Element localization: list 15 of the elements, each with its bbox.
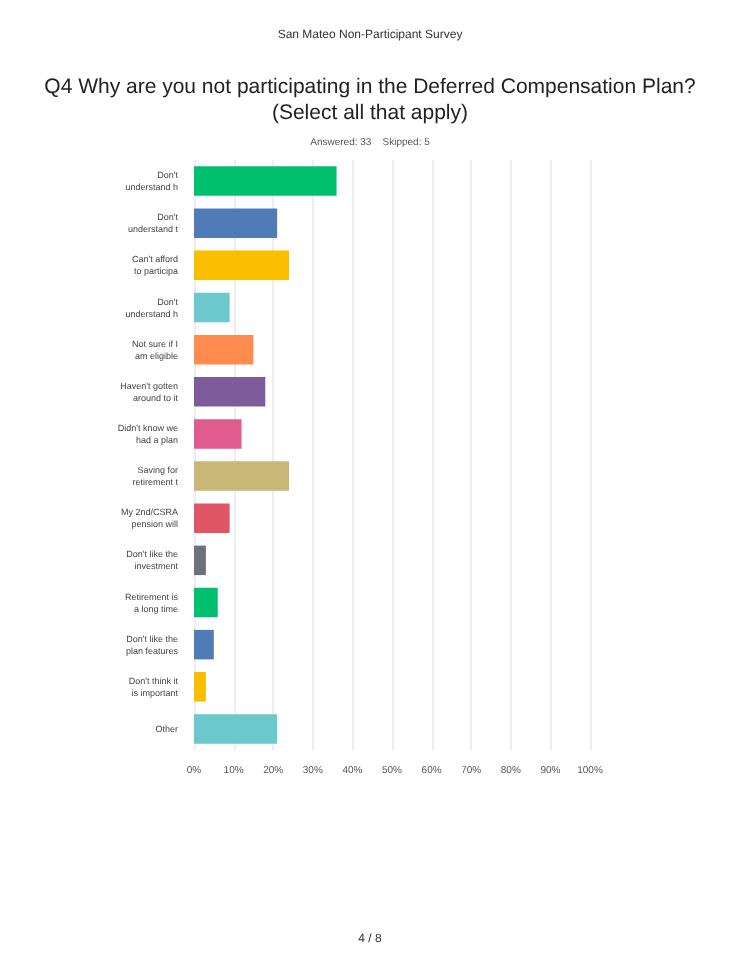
- bar: [194, 208, 278, 238]
- bar: [194, 166, 337, 196]
- chart-title: Q4 Why are you not participating in the Deferred Compensation Plan? (Select all that apply): [44, 75, 696, 125]
- bar: [194, 545, 206, 576]
- bar: [194, 587, 218, 618]
- bar: [194, 419, 242, 449]
- bar: [194, 250, 290, 281]
- bar: [194, 672, 206, 702]
- bar: [194, 714, 278, 744]
- bar: [194, 461, 290, 491]
- bar: [194, 334, 254, 365]
- bar: [194, 292, 230, 323]
- bar: [194, 503, 230, 533]
- bar: [194, 629, 214, 660]
- bar: [194, 377, 266, 407]
